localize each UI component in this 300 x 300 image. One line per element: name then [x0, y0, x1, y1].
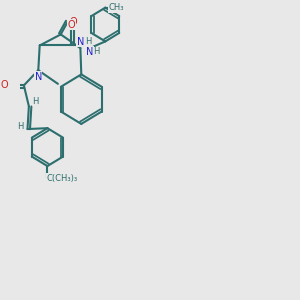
- Text: C(CH₃)₃: C(CH₃)₃: [46, 174, 77, 183]
- Text: H: H: [32, 97, 39, 106]
- Text: CH₃: CH₃: [108, 3, 124, 12]
- Text: O: O: [0, 80, 8, 90]
- Text: N: N: [77, 37, 84, 47]
- Text: O: O: [68, 20, 75, 29]
- Text: N: N: [86, 47, 94, 57]
- Text: H: H: [85, 37, 91, 46]
- Text: H: H: [17, 122, 23, 130]
- Text: N: N: [34, 72, 42, 82]
- Text: O: O: [69, 17, 77, 27]
- Text: H: H: [93, 47, 99, 56]
